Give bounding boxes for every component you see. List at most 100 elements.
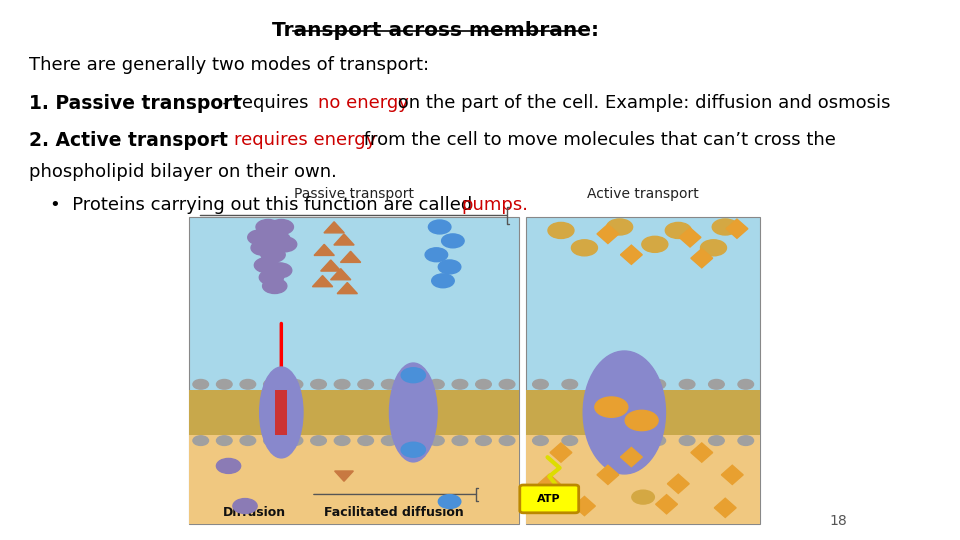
Circle shape (595, 397, 628, 417)
Circle shape (428, 436, 444, 446)
Circle shape (452, 436, 468, 446)
Circle shape (311, 380, 326, 389)
Circle shape (287, 436, 302, 446)
Circle shape (240, 380, 255, 389)
Text: -: - (202, 131, 226, 149)
Circle shape (273, 237, 297, 252)
Polygon shape (714, 498, 736, 517)
Circle shape (233, 498, 257, 514)
Polygon shape (656, 495, 678, 514)
FancyBboxPatch shape (189, 435, 518, 524)
Circle shape (701, 240, 727, 256)
Circle shape (642, 237, 668, 252)
Circle shape (439, 495, 461, 509)
Text: 1. Passive transport: 1. Passive transport (29, 93, 241, 113)
Polygon shape (550, 443, 572, 462)
FancyBboxPatch shape (526, 390, 760, 435)
Circle shape (650, 380, 665, 389)
Circle shape (680, 436, 695, 446)
Polygon shape (679, 228, 701, 247)
Circle shape (607, 219, 633, 235)
Circle shape (216, 458, 241, 474)
FancyBboxPatch shape (276, 390, 287, 435)
Ellipse shape (584, 351, 665, 474)
Circle shape (442, 234, 464, 248)
Circle shape (476, 436, 492, 446)
Polygon shape (337, 282, 357, 294)
Circle shape (263, 279, 287, 293)
Circle shape (591, 436, 607, 446)
Circle shape (499, 380, 515, 389)
Ellipse shape (390, 363, 437, 462)
Circle shape (401, 442, 425, 457)
Polygon shape (341, 251, 361, 262)
Polygon shape (691, 443, 712, 462)
Circle shape (193, 436, 208, 446)
Circle shape (269, 219, 294, 234)
Polygon shape (334, 234, 354, 245)
Circle shape (287, 380, 302, 389)
FancyBboxPatch shape (189, 390, 518, 435)
Circle shape (439, 260, 461, 274)
Text: from the cell to move molecules that can’t cross the: from the cell to move molecules that can… (358, 131, 835, 149)
Polygon shape (314, 244, 334, 255)
Circle shape (562, 436, 578, 446)
Circle shape (217, 380, 232, 389)
Polygon shape (597, 224, 619, 244)
Circle shape (240, 436, 255, 446)
Polygon shape (324, 222, 345, 233)
Circle shape (401, 368, 425, 383)
Circle shape (571, 240, 597, 256)
Text: Transport across membrane:: Transport across membrane: (273, 22, 599, 40)
Text: no energy: no energy (318, 93, 408, 112)
Text: There are generally two modes of transport:: There are generally two modes of transpo… (29, 56, 429, 74)
Circle shape (476, 380, 492, 389)
FancyBboxPatch shape (519, 485, 579, 513)
Text: Facilitated diffusion: Facilitated diffusion (324, 505, 464, 518)
Ellipse shape (259, 367, 303, 458)
Circle shape (452, 380, 468, 389)
Circle shape (261, 247, 285, 262)
Polygon shape (691, 248, 712, 268)
Polygon shape (597, 465, 619, 484)
Circle shape (405, 380, 420, 389)
Circle shape (708, 436, 724, 446)
Text: Active transport: Active transport (588, 186, 699, 200)
Text: •  Proteins carrying out this function are called: • Proteins carrying out this function ar… (51, 196, 478, 214)
Circle shape (254, 258, 278, 273)
Circle shape (358, 380, 373, 389)
Polygon shape (573, 496, 595, 516)
FancyBboxPatch shape (189, 217, 518, 524)
FancyBboxPatch shape (526, 217, 760, 524)
Circle shape (259, 270, 283, 285)
Circle shape (680, 380, 695, 389)
Circle shape (425, 248, 447, 262)
Circle shape (665, 222, 691, 239)
Polygon shape (620, 245, 642, 265)
Circle shape (712, 219, 738, 235)
Text: on the part of the cell. Example: diffusion and osmosis: on the part of the cell. Example: diffus… (392, 93, 890, 112)
Polygon shape (620, 448, 642, 467)
Text: phospholipid bilayer on their own.: phospholipid bilayer on their own. (29, 163, 337, 181)
Text: ATP: ATP (538, 494, 561, 504)
Circle shape (548, 222, 574, 239)
Polygon shape (312, 275, 333, 287)
Polygon shape (539, 474, 560, 494)
Circle shape (621, 380, 636, 389)
Circle shape (334, 436, 349, 446)
Circle shape (311, 436, 326, 446)
Circle shape (381, 436, 397, 446)
Text: Diffusion: Diffusion (224, 505, 286, 518)
Text: - requires: - requires (210, 93, 314, 112)
Text: pumps.: pumps. (462, 196, 529, 214)
Polygon shape (721, 465, 743, 484)
Circle shape (533, 436, 548, 446)
Circle shape (533, 380, 548, 389)
Circle shape (621, 436, 636, 446)
Circle shape (217, 436, 232, 446)
Circle shape (381, 380, 397, 389)
Polygon shape (667, 474, 689, 494)
Circle shape (591, 380, 607, 389)
Circle shape (193, 380, 208, 389)
Circle shape (625, 410, 659, 430)
